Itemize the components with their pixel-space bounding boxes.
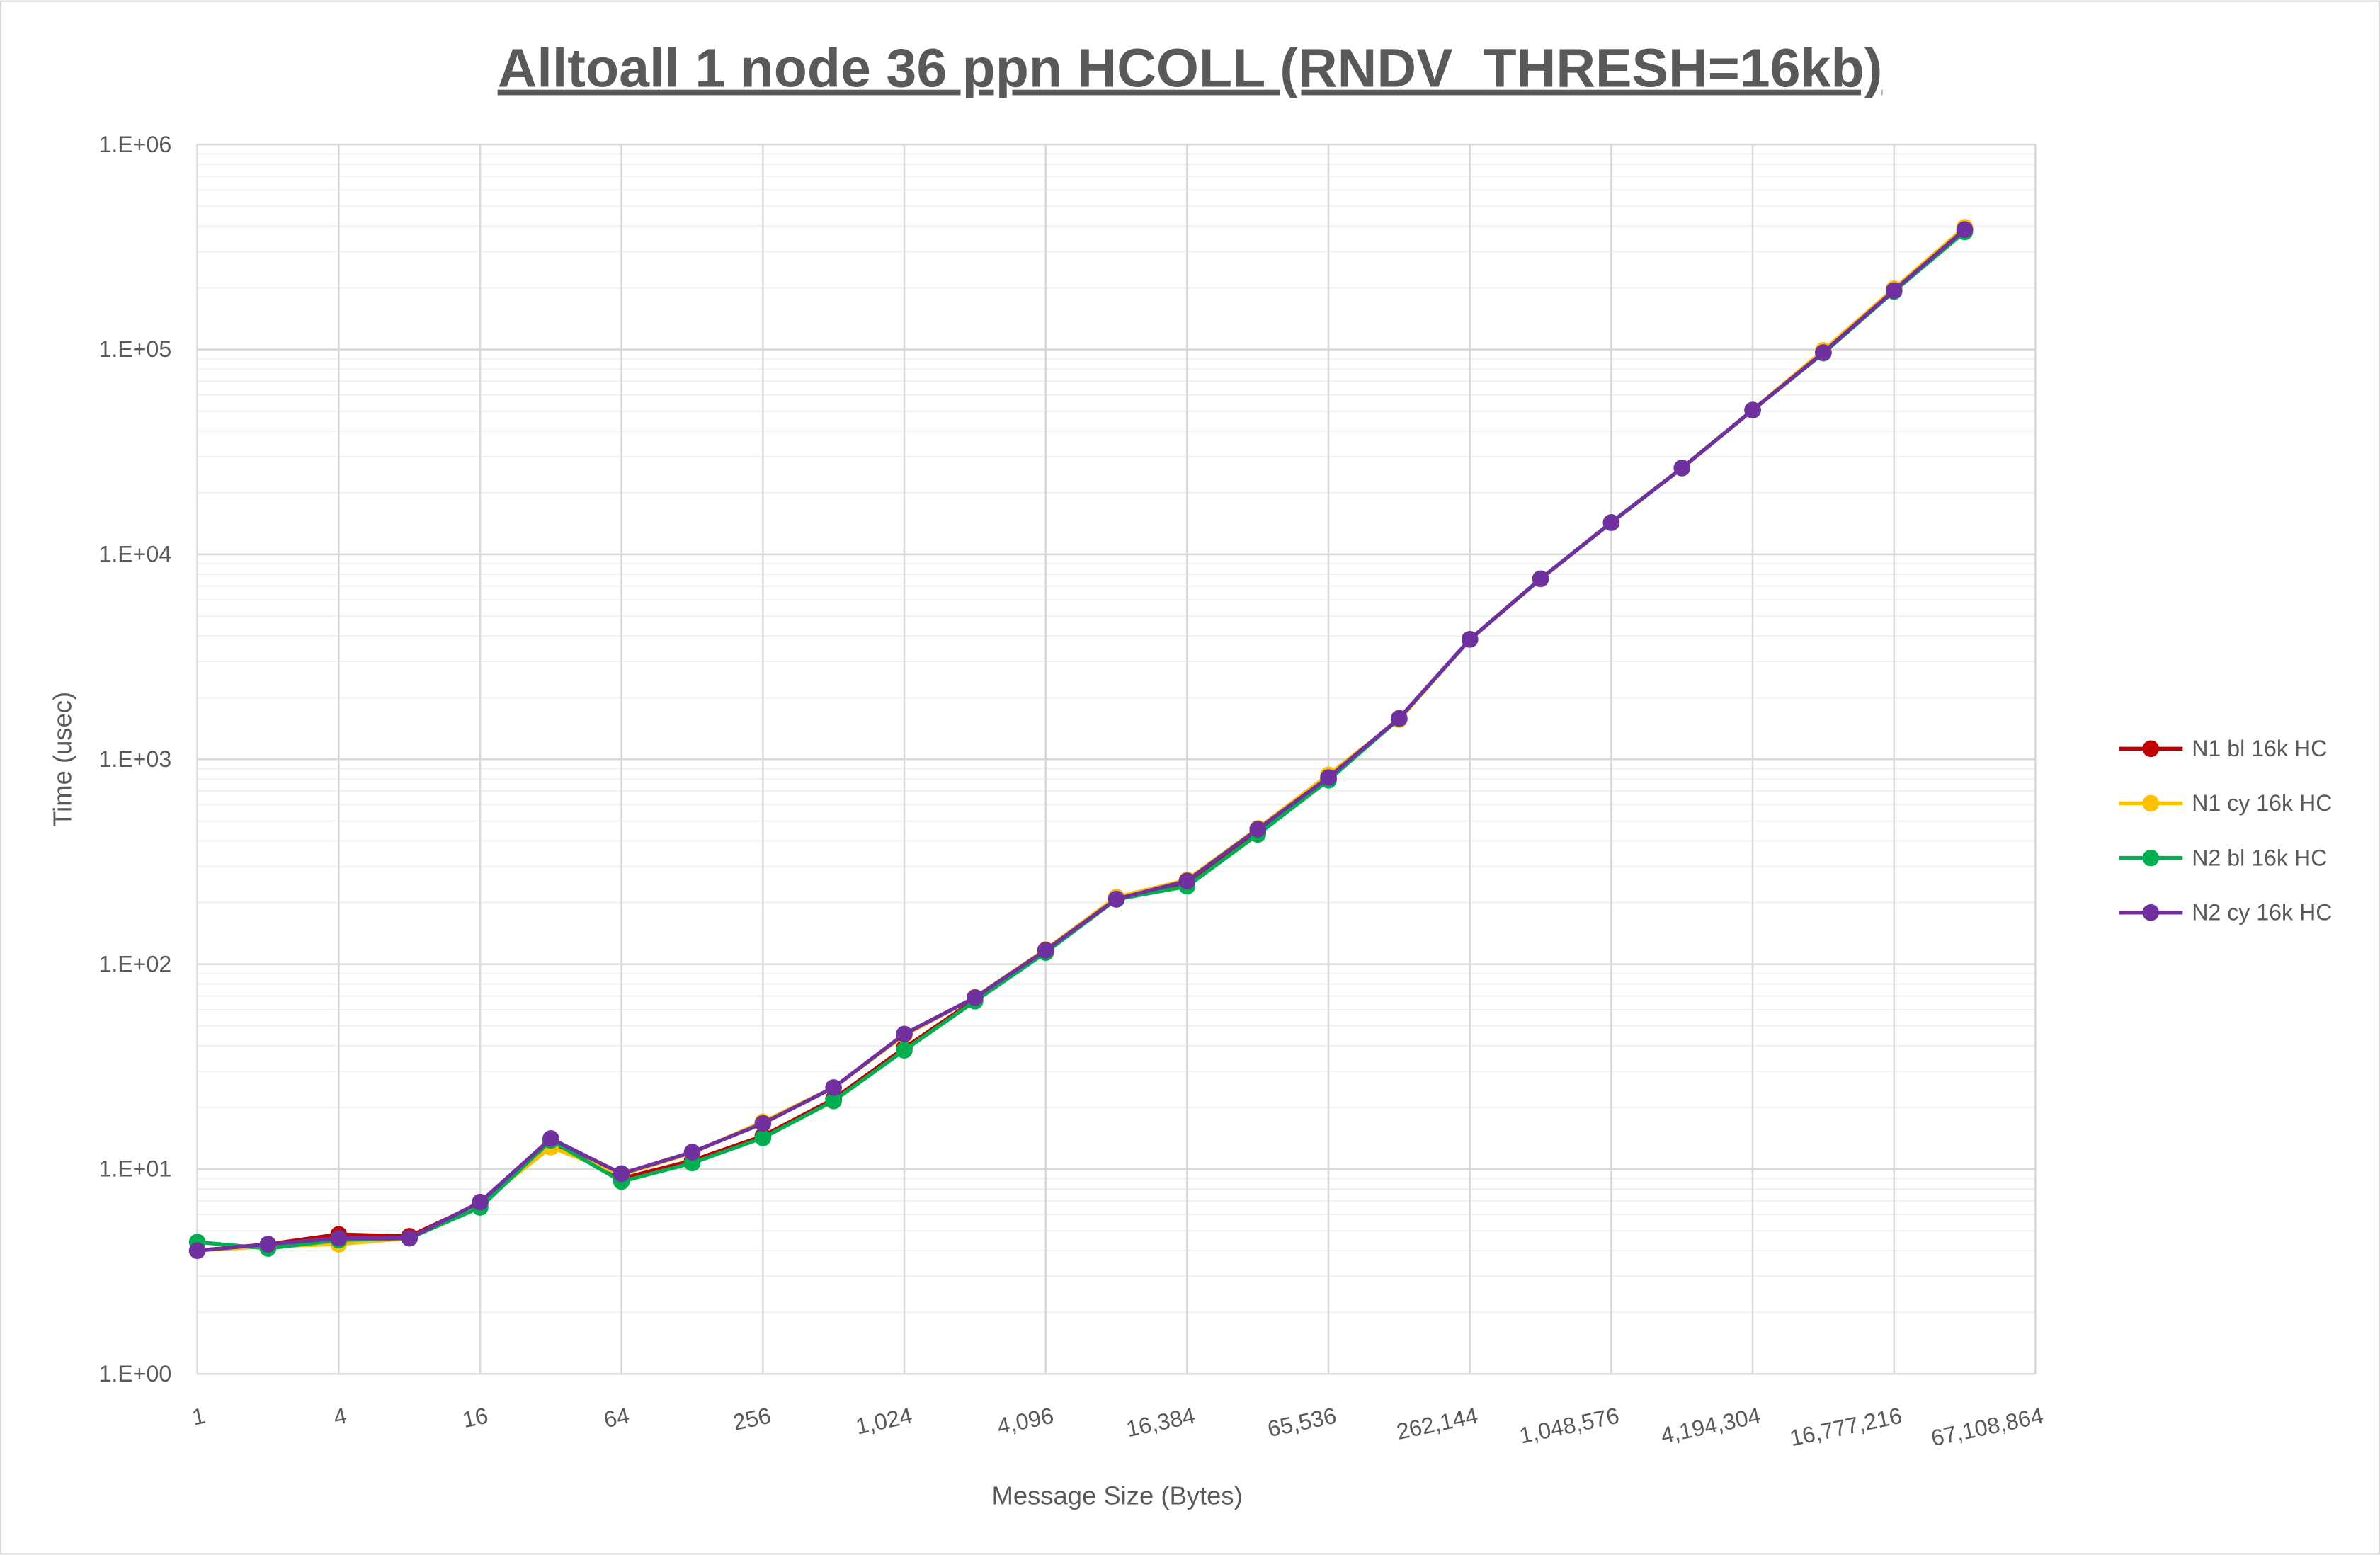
data-point [542, 1130, 559, 1147]
data-point [683, 1144, 701, 1161]
data-point [188, 1242, 206, 1259]
data-point [1602, 514, 1620, 531]
legend-marker [2142, 904, 2160, 921]
y-axis-label: Time (usec) [48, 692, 77, 827]
data-point [825, 1079, 842, 1096]
data-point [1744, 401, 1761, 418]
data-point [1320, 769, 1337, 786]
data-point [330, 1229, 348, 1247]
data-point [896, 1025, 913, 1043]
series-n2-cy-16k-hc [188, 221, 1974, 1259]
legend-label: N2 bl 16k HC [2192, 845, 2327, 870]
legend-item: N2 cy 16k HC [2119, 899, 2332, 925]
legend-item: N1 bl 16k HC [2119, 736, 2327, 761]
legend-label: N1 bl 16k HC [2192, 736, 2327, 761]
data-point [259, 1236, 277, 1253]
y-tick-label: 1.E+01 [98, 1156, 171, 1182]
chart-title: Alltoall 1 node 36 ppn HCOLL (RNDV_THRES… [498, 38, 1883, 99]
y-tick-label: 1.E+04 [98, 542, 171, 567]
data-point [1108, 890, 1125, 908]
series-line [197, 228, 1966, 1253]
plot-series [188, 219, 1974, 1259]
data-point [896, 1042, 913, 1059]
y-tick-label: 1.E+06 [98, 132, 171, 157]
data-point [1956, 221, 1974, 238]
y-tick-label: 1.E+03 [98, 746, 171, 772]
data-point [1178, 872, 1196, 889]
y-tick-label: 1.E+00 [98, 1361, 171, 1386]
data-point [1532, 570, 1549, 588]
gridlines [196, 143, 2037, 1375]
legend-item: N1 cy 16k HC [2119, 790, 2332, 816]
data-point [967, 989, 984, 1006]
legend-label: N1 cy 16k HC [2192, 790, 2332, 816]
data-point [1461, 631, 1479, 648]
data-point [754, 1129, 772, 1146]
legend-marker [2142, 794, 2160, 812]
y-axis: 1.E+00 1.E+01 1.E+02 1.E+03 1.E+04 1.E+05 1.E+… [98, 132, 171, 1386]
x-tick-label: 64 [602, 1403, 632, 1433]
legend-marker [2142, 849, 2160, 867]
data-point [1885, 282, 1903, 300]
data-point [1391, 710, 1408, 727]
data-point [613, 1165, 630, 1183]
data-point [754, 1115, 772, 1132]
legend-marker [2142, 740, 2160, 758]
data-point [825, 1093, 842, 1110]
legend: N1 bl 16k HC N1 cy 16k HC N2 bl 16k HC N2 c… [2119, 736, 2332, 925]
x-axis-label: Message Size (Bytes) [991, 1481, 1242, 1510]
y-tick-label: 1.E+05 [98, 336, 171, 362]
data-point [1815, 344, 1832, 361]
data-point [1673, 460, 1691, 477]
data-point [1037, 942, 1054, 959]
data-point [472, 1193, 489, 1211]
data-point [401, 1229, 418, 1247]
data-point [1249, 821, 1267, 838]
legend-label: N2 cy 16k HC [2192, 899, 2332, 925]
x-tick-label: 16 [460, 1403, 490, 1433]
legend-item: N2 bl 16k HC [2119, 845, 2327, 870]
y-tick-label: 1.E+02 [98, 951, 171, 976]
